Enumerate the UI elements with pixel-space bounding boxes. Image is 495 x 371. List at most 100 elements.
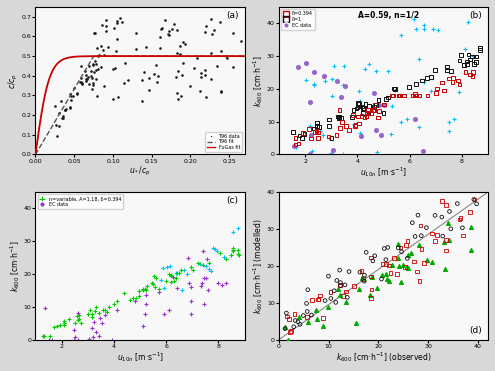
Point — [314, 129, 322, 135]
Point — [336, 292, 344, 298]
Point — [189, 267, 197, 273]
Point — [307, 135, 315, 141]
Point — [448, 79, 456, 85]
Point — [96, 315, 104, 321]
Point — [415, 242, 423, 248]
Point — [114, 94, 122, 100]
Point — [201, 29, 209, 35]
Point — [357, 113, 365, 119]
Point — [453, 201, 461, 207]
Point — [139, 288, 147, 293]
Point — [211, 246, 219, 252]
Point — [415, 56, 423, 62]
Point — [423, 75, 431, 81]
Point — [395, 245, 402, 251]
Point — [77, 319, 85, 325]
Point — [207, 16, 215, 22]
Point — [388, 103, 396, 109]
Point — [111, 65, 119, 71]
Point — [372, 68, 380, 74]
Point — [460, 62, 468, 68]
Point — [207, 50, 215, 56]
Point — [431, 67, 439, 73]
Point — [334, 286, 342, 292]
Point — [380, 246, 388, 252]
Point — [367, 273, 375, 279]
Point — [59, 115, 67, 121]
Point — [89, 62, 97, 68]
Point — [286, 329, 294, 335]
Point — [369, 107, 377, 113]
Point — [316, 293, 324, 299]
Point — [397, 119, 405, 125]
Point — [89, 61, 97, 67]
Point — [306, 123, 314, 129]
Point — [321, 298, 329, 303]
Point — [213, 63, 221, 69]
Point — [120, 81, 128, 86]
Point — [404, 253, 412, 259]
Point — [110, 301, 118, 307]
Point — [152, 275, 160, 281]
Point — [92, 58, 99, 64]
Point — [449, 75, 457, 81]
Point — [165, 307, 173, 313]
Point — [303, 314, 311, 320]
Point — [389, 92, 397, 98]
Point — [78, 81, 86, 86]
Point — [172, 270, 180, 276]
Point — [176, 51, 184, 57]
Point — [152, 62, 160, 68]
Point — [313, 128, 321, 134]
Point — [148, 280, 155, 286]
Point — [229, 64, 237, 70]
Point — [393, 271, 401, 277]
Point — [325, 116, 333, 122]
Point — [202, 256, 210, 262]
Point — [360, 272, 368, 278]
Point — [387, 270, 395, 276]
Point — [444, 220, 451, 226]
Point — [283, 313, 291, 319]
Point — [304, 287, 312, 293]
Point — [389, 262, 396, 268]
Point — [431, 238, 439, 244]
Point — [337, 94, 345, 100]
Point — [210, 27, 218, 33]
Point — [227, 252, 235, 258]
Legend: T96 data, T96 fit, FuGas fit: T96 data, T96 fit, FuGas fit — [205, 132, 242, 152]
Point — [432, 90, 440, 96]
Point — [455, 217, 463, 223]
Point — [83, 76, 91, 82]
Point — [229, 229, 237, 235]
Point — [440, 239, 448, 245]
Point — [199, 248, 207, 254]
Point — [88, 311, 96, 317]
Point — [169, 274, 177, 280]
Point — [476, 45, 484, 51]
Point — [202, 95, 210, 101]
Point — [300, 131, 308, 137]
Point — [327, 150, 335, 156]
Point — [150, 71, 158, 77]
Point — [296, 321, 304, 327]
Point — [461, 46, 469, 52]
Point — [58, 115, 66, 121]
Point — [90, 334, 98, 340]
Point — [287, 328, 295, 334]
Point — [199, 275, 207, 280]
Point — [321, 78, 329, 84]
Point — [157, 277, 165, 283]
Point — [330, 288, 338, 294]
Point — [399, 262, 407, 268]
Point — [178, 287, 186, 293]
Point — [88, 86, 96, 92]
Point — [99, 307, 107, 313]
Point — [99, 47, 107, 53]
X-axis label: $u_*/c_p$: $u_*/c_p$ — [129, 165, 151, 178]
Point — [299, 313, 307, 319]
Point — [410, 259, 418, 265]
Point — [82, 78, 90, 84]
Point — [88, 313, 96, 319]
Point — [338, 119, 346, 125]
